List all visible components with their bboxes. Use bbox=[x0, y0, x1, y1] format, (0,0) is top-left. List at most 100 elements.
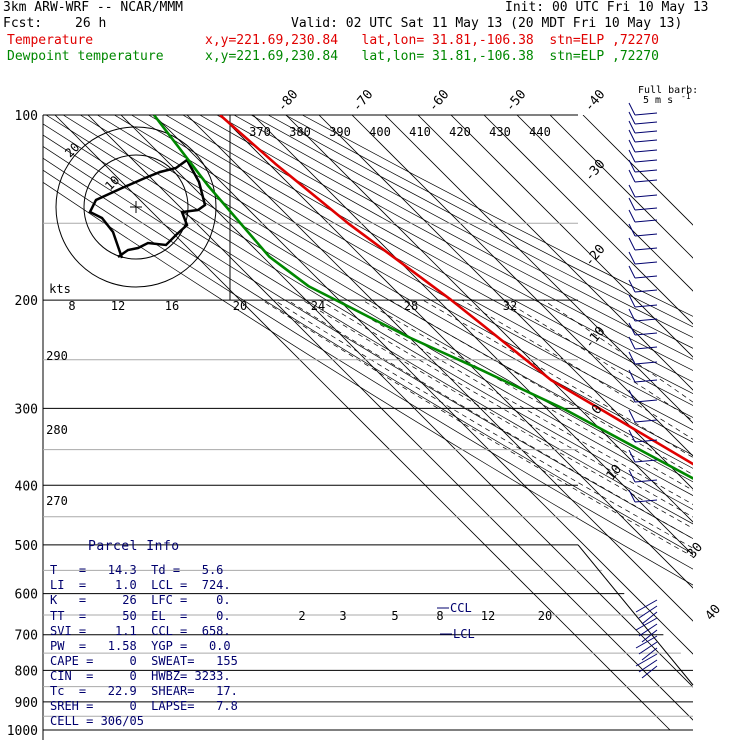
parcel-row-li: LI = 1.0 LCL = 724. bbox=[50, 578, 231, 592]
dry-adiabat-410 bbox=[216, 115, 693, 371]
hodograph-trace bbox=[88, 158, 207, 259]
wind-barb bbox=[634, 194, 658, 198]
theta-label-top: 390 bbox=[329, 125, 351, 139]
pressure-label-900: 900 bbox=[15, 696, 38, 711]
moist-adiabat-34 bbox=[543, 299, 693, 403]
parcel-row-cin: CIN = 0 HWBZ= 3233. bbox=[50, 669, 231, 683]
pressure-label-1000: 1000 bbox=[7, 724, 38, 739]
isotherm--20 bbox=[351, 115, 693, 457]
theta-label-top: 380 bbox=[289, 125, 311, 139]
speed-ring-label: 32 bbox=[503, 299, 517, 313]
isotherm--70 bbox=[186, 115, 693, 622]
isotherm-label-right: -30 bbox=[582, 157, 609, 185]
wind-scale-title: Full barb: bbox=[638, 85, 698, 96]
isotherm--40 bbox=[285, 115, 693, 523]
wind-barb bbox=[628, 223, 636, 237]
isotherm-label-top: -60 bbox=[426, 87, 453, 115]
valid-time: Valid: 02 UTC Sat 11 May 13 (20 MDT Fri … bbox=[291, 16, 683, 31]
isotherm-label-right: -10 bbox=[582, 324, 609, 352]
isotherm-label-top: -50 bbox=[503, 87, 530, 115]
moist-adiabat-14 bbox=[362, 299, 693, 491]
parcel-row-tt: TT = 50 EL = 0. bbox=[50, 609, 231, 623]
moist-adiabat-22 bbox=[422, 299, 693, 458]
isotherm--10 bbox=[384, 115, 693, 424]
mixing-ratio-label: 20 bbox=[538, 609, 552, 623]
model-title: 3km ARW-WRF -- NCAR/MMM bbox=[3, 0, 184, 15]
parcel-row-svi: SVI = 1.1 CCL = 658. bbox=[50, 624, 231, 638]
wind-barb bbox=[628, 102, 636, 116]
temperature-location: x,y=221.69,230.84 lat,lon= 31.81,-106.38… bbox=[205, 33, 659, 48]
pressure-label-100: 100 bbox=[15, 109, 38, 124]
wind-barb bbox=[638, 659, 658, 673]
dry-adiabat-300 bbox=[43, 123, 693, 510]
dry-adiabat-370 bbox=[148, 115, 693, 418]
theta-label-top: 440 bbox=[529, 125, 551, 139]
isotherm--110 bbox=[54, 115, 671, 731]
dry-adiabat-290 bbox=[43, 134, 693, 525]
hodograph-ring-label: 20 bbox=[62, 140, 82, 160]
wind-barb bbox=[628, 429, 636, 443]
isotherm-label-top: -40 bbox=[582, 87, 609, 115]
isotherm-label-right: 40 bbox=[703, 602, 725, 624]
wind-barb bbox=[628, 265, 636, 279]
wind-barb bbox=[634, 379, 658, 383]
wind-barb bbox=[641, 611, 658, 625]
wind-barb bbox=[628, 139, 636, 153]
theta-label-top: 370 bbox=[249, 125, 271, 139]
wind-barb bbox=[628, 449, 636, 463]
dry-adiabat-380 bbox=[165, 115, 693, 406]
parcel-row-cape: CAPE = 0 SWEAT= 155 bbox=[50, 654, 238, 668]
dry-adiabat-340 bbox=[97, 115, 693, 456]
theta-label-top: 400 bbox=[369, 125, 391, 139]
pressure-label-800: 800 bbox=[15, 664, 38, 679]
mixing-ratio-label: 8 bbox=[436, 609, 443, 623]
wind-barb bbox=[628, 336, 636, 350]
isotherm-10 bbox=[450, 115, 693, 358]
isotherm-40 bbox=[549, 115, 693, 259]
moist-adiabat-26 bbox=[461, 299, 693, 440]
wind-barb bbox=[628, 322, 636, 336]
wind-barb bbox=[641, 647, 658, 661]
wind-barb bbox=[628, 409, 636, 423]
isotherm--80 bbox=[153, 115, 693, 655]
wind-barb bbox=[638, 623, 658, 637]
wind-barb bbox=[634, 149, 658, 153]
isotherm-label-right: -20 bbox=[582, 242, 609, 270]
parcel-info-title: Parcel Info bbox=[88, 539, 180, 554]
pressure-label-500: 500 bbox=[15, 539, 38, 554]
wind-barb bbox=[634, 169, 658, 173]
temperature-legend-label: Temperature bbox=[7, 33, 94, 48]
init-time: Init: 00 UTC Fri 10 May 13 bbox=[505, 0, 709, 15]
dry-adiabat-250 bbox=[43, 181, 693, 586]
moist-adiabat-18 bbox=[389, 299, 693, 476]
theta-label-top: 430 bbox=[489, 125, 511, 139]
isotherm-30 bbox=[516, 115, 693, 292]
speed-ring-label: 24 bbox=[311, 299, 325, 313]
wind-barb bbox=[628, 111, 636, 125]
parcel-row-k: K = 26 LFC = 0. bbox=[50, 593, 231, 607]
pressure-label-400: 400 bbox=[15, 479, 38, 494]
dry-adiabat-320 bbox=[63, 115, 693, 483]
speed-ring-label: kts bbox=[49, 282, 71, 296]
wind-barb bbox=[634, 439, 658, 443]
wind-barb bbox=[634, 332, 658, 336]
wind-barb bbox=[634, 318, 658, 322]
wind-barb bbox=[628, 149, 636, 163]
wind-barb bbox=[634, 219, 658, 223]
temperature-line bbox=[219, 115, 693, 466]
dry-adiabat-360 bbox=[131, 115, 693, 431]
speed-ring-label: 8 bbox=[68, 299, 75, 313]
isotherm-0 bbox=[417, 115, 693, 391]
wind-barb bbox=[634, 179, 658, 183]
pressure-label-200: 200 bbox=[15, 294, 38, 309]
wind-barb bbox=[634, 399, 658, 403]
wind-barb bbox=[628, 209, 636, 223]
dry-adiabat-400 bbox=[199, 115, 693, 383]
wind-barb bbox=[634, 346, 658, 350]
dry-adiabat-310 bbox=[45, 115, 693, 496]
mixing-ratio-label: 5 bbox=[391, 609, 398, 623]
wind-barb bbox=[628, 184, 636, 198]
pressure-label-600: 600 bbox=[15, 588, 38, 603]
wind-barb bbox=[638, 605, 658, 619]
